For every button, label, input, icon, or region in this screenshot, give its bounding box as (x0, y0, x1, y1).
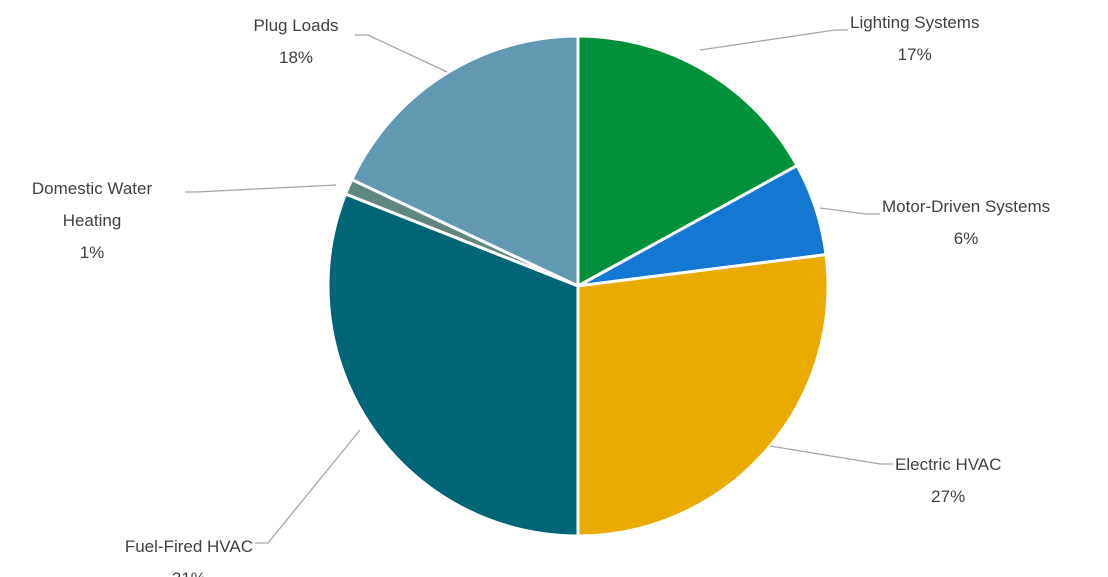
leader-line (255, 429, 361, 544)
data-label: Motor-Driven Systems 6% (882, 197, 1050, 248)
pie-slice-fuel-fired-hvac (326, 192, 580, 538)
pie-slices (326, 34, 830, 538)
data-label: Lighting Systems 17% (850, 13, 979, 64)
leader-line (769, 445, 893, 465)
leader-line (699, 29, 848, 51)
leader-line (819, 207, 880, 215)
data-label: Domestic Water Heating 1% (32, 179, 153, 262)
pie-slice-plug-loads (350, 34, 580, 288)
pie-slice-lighting-systems (576, 34, 799, 288)
pie-slice-electric-hvac (576, 253, 830, 538)
data-label: Plug Loads 18% (253, 16, 338, 67)
leader-line (185, 184, 337, 193)
data-label: Electric HVAC 27% (895, 455, 1001, 506)
leader-lines (185, 29, 893, 544)
slice-labels: Lighting Systems 17% Motor-Driven Systems 6… (32, 13, 1050, 577)
data-label: Fuel-Fired HVAC31% (125, 537, 253, 577)
leader-line (355, 34, 448, 73)
